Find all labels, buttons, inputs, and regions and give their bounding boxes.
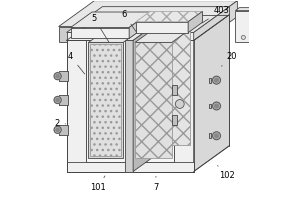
Polygon shape bbox=[58, 125, 68, 135]
Circle shape bbox=[215, 104, 218, 108]
Polygon shape bbox=[58, 1, 237, 27]
Polygon shape bbox=[172, 115, 177, 125]
Polygon shape bbox=[136, 11, 202, 22]
Polygon shape bbox=[58, 71, 68, 81]
Polygon shape bbox=[172, 85, 177, 95]
Circle shape bbox=[176, 100, 184, 108]
Polygon shape bbox=[70, 28, 129, 38]
Circle shape bbox=[215, 134, 218, 138]
Circle shape bbox=[215, 78, 218, 82]
Polygon shape bbox=[202, 1, 237, 42]
Text: 5: 5 bbox=[92, 14, 109, 42]
Polygon shape bbox=[133, 15, 169, 171]
Circle shape bbox=[54, 126, 61, 133]
Text: 2: 2 bbox=[54, 119, 66, 128]
Polygon shape bbox=[67, 40, 86, 171]
Bar bbox=[208, 104, 211, 108]
Polygon shape bbox=[67, 7, 230, 32]
Polygon shape bbox=[136, 22, 188, 33]
Polygon shape bbox=[236, 11, 251, 42]
Bar bbox=[208, 133, 211, 138]
Text: 102: 102 bbox=[218, 166, 235, 180]
Polygon shape bbox=[70, 12, 151, 28]
Polygon shape bbox=[67, 15, 122, 40]
Polygon shape bbox=[188, 11, 202, 33]
Polygon shape bbox=[88, 42, 123, 158]
Polygon shape bbox=[194, 7, 230, 40]
Circle shape bbox=[242, 35, 245, 39]
Polygon shape bbox=[86, 15, 122, 171]
Polygon shape bbox=[135, 29, 190, 42]
Text: 6: 6 bbox=[122, 10, 136, 32]
Polygon shape bbox=[67, 162, 194, 171]
Circle shape bbox=[56, 75, 59, 78]
Polygon shape bbox=[58, 95, 68, 105]
Polygon shape bbox=[174, 15, 230, 40]
Circle shape bbox=[56, 98, 59, 102]
Polygon shape bbox=[153, 29, 190, 145]
Circle shape bbox=[213, 102, 220, 110]
Polygon shape bbox=[129, 12, 151, 38]
Text: 403: 403 bbox=[202, 6, 230, 23]
Bar bbox=[208, 78, 211, 83]
Polygon shape bbox=[125, 40, 133, 171]
Polygon shape bbox=[67, 32, 194, 40]
Polygon shape bbox=[88, 29, 141, 42]
Bar bbox=[86, 40, 174, 162]
Circle shape bbox=[213, 76, 220, 84]
Circle shape bbox=[54, 73, 61, 80]
Polygon shape bbox=[90, 44, 121, 156]
Text: 7: 7 bbox=[153, 176, 159, 192]
Polygon shape bbox=[58, 27, 202, 42]
Circle shape bbox=[54, 96, 61, 104]
Polygon shape bbox=[174, 40, 194, 171]
Circle shape bbox=[213, 132, 220, 140]
Polygon shape bbox=[236, 8, 255, 11]
Text: 101: 101 bbox=[91, 176, 106, 192]
Polygon shape bbox=[125, 15, 169, 40]
Text: 4: 4 bbox=[68, 52, 85, 74]
Circle shape bbox=[56, 128, 59, 131]
Polygon shape bbox=[135, 42, 172, 158]
Text: 20: 20 bbox=[221, 52, 237, 66]
Polygon shape bbox=[194, 15, 230, 171]
